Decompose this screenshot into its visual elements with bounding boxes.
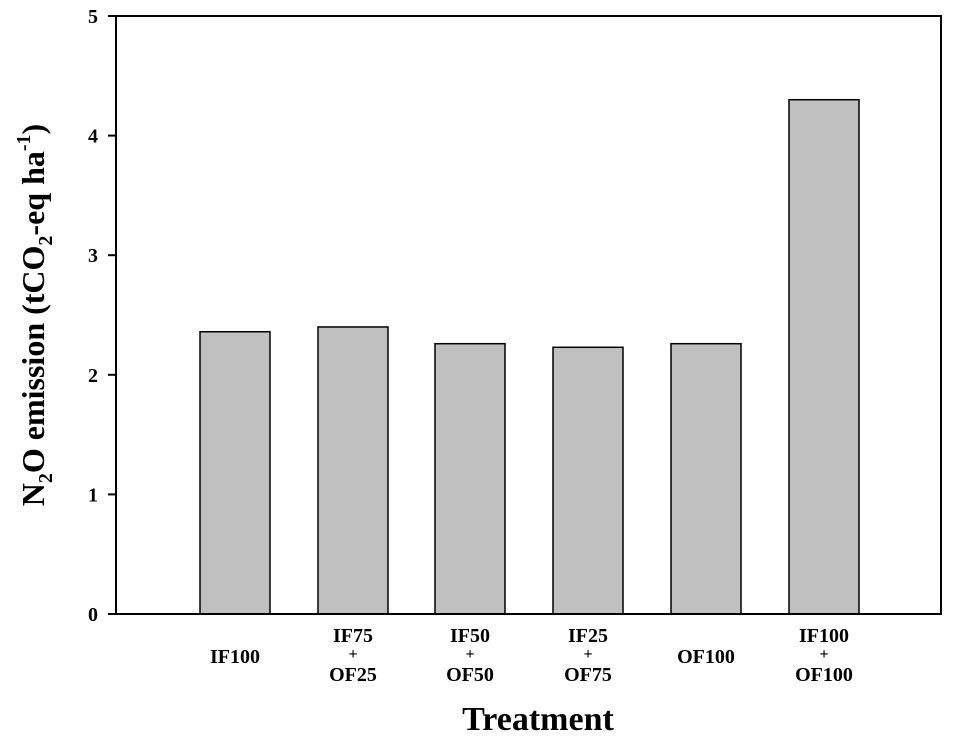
x-axis-title: Treatment (462, 701, 614, 737)
x-category-label: IF100 (210, 646, 260, 668)
y-tick-label: 3 (88, 245, 98, 267)
bar (434, 342, 506, 615)
x-category-label: OF100 (677, 646, 735, 668)
bar (670, 342, 742, 615)
bar (317, 326, 389, 615)
y-axis-ticks: 0 1 2 3 4 5 (88, 6, 116, 626)
x-category-label: IF25 + OF75 (564, 625, 612, 686)
y-tick-label: 0 (88, 604, 98, 626)
x-category-label: IF75 + OF25 (329, 625, 377, 686)
x-category-label: IF100 + OF100 (795, 625, 853, 686)
plot-frame (115, 15, 942, 615)
y-title-part: ) (15, 124, 51, 135)
y-title-part: O emission (tCO (15, 246, 51, 474)
y-title-subscript: 2 (35, 473, 57, 483)
y-title-part: N (15, 483, 51, 506)
y-title-part: -eq ha (15, 151, 51, 235)
bar (552, 346, 624, 615)
y-tick-label: 5 (88, 6, 98, 28)
y-tick-label: 4 (88, 126, 98, 148)
y-tick-label: 2 (88, 365, 98, 387)
bar (199, 330, 271, 615)
y-title-subscript: 2 (35, 236, 57, 246)
bars-group (199, 98, 860, 615)
y-title-superscript: -1 (13, 134, 35, 151)
y-axis-title: N2O emission (tCO2-eq ha-1) (13, 124, 57, 506)
bar (788, 98, 860, 615)
x-axis-category-labels: IF100 IF75 + OF25 IF50 + OF50 IF25 + OF75 OF100 IF1… (210, 625, 853, 686)
x-category-label: IF50 + OF50 (446, 625, 494, 686)
y-tick-label: 1 (88, 484, 98, 506)
